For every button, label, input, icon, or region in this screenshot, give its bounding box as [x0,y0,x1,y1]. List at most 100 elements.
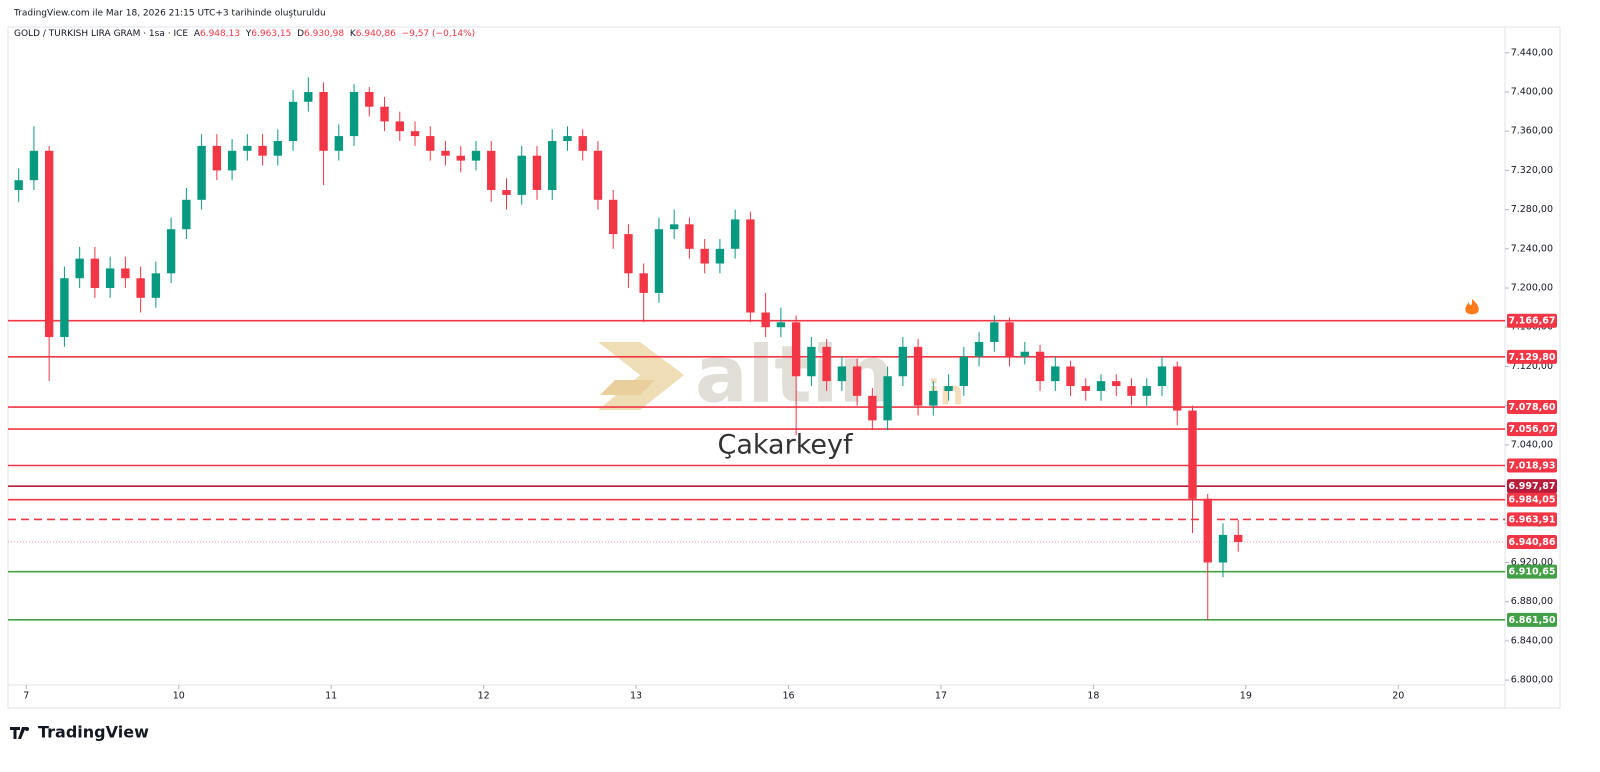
candle-body [624,234,633,274]
candle-body [822,346,831,382]
page-note: TradingView.com ile Mar 18, 2026 21:15 U… [13,9,326,19]
candle-body [959,356,969,387]
candle-body [1112,381,1121,387]
x-tick-label: 12 [478,691,490,702]
level-label: 6.963,91 [1509,514,1556,525]
level-label-box [1507,535,1557,550]
level-label-box [1507,422,1557,437]
candle-body [334,136,343,151]
candle-body [715,248,725,264]
candle-body [791,322,801,377]
x-tick-label: 18 [1087,691,1099,702]
watermark-caption: Çakarkeyf [718,430,854,461]
candle-body [456,155,465,161]
candles [14,77,1243,620]
candle-body [1142,386,1151,396]
y-tick-label: 6.920,00 [1511,557,1553,568]
candle-body [563,136,572,141]
candle-body [807,346,816,377]
close-label: K [349,29,356,39]
candle-body [60,278,69,338]
y-tick-label: 7.440,00 [1511,47,1553,58]
level-label-box [1507,400,1557,415]
candle-body [1218,534,1228,563]
footer-logo: TradingView [10,723,149,742]
candle-body [121,268,130,279]
x-tick-label: 11 [325,691,337,702]
y-tick-label: 7.280,00 [1511,204,1553,215]
candle-body [243,145,252,151]
candle-body [913,346,923,406]
level-label-box [1507,564,1557,579]
candle-body [532,155,542,191]
x-tick-label: 7 [23,691,29,702]
symbol-title: GOLD / TURKISH LIRA GRAM · 1sa · ICE [14,29,189,39]
y-tick-label: 7.040,00 [1511,439,1553,450]
level-label: 7.129,80 [1509,352,1556,363]
candle-body [990,322,999,342]
y-tick-label: 7.320,00 [1511,165,1553,176]
y-tick-label: 6.880,00 [1511,596,1553,607]
candle-body [395,121,404,132]
candle-body [288,101,298,141]
candle-body [1203,498,1212,563]
fire-icon [1465,299,1479,315]
low-label: D [297,29,305,39]
level-label-box [1507,612,1557,627]
candle-body [761,312,770,328]
fire-shape [1465,299,1479,315]
change-value: −9,57 (−0,14%) [401,29,476,39]
low-value: 6.930,98 [304,29,345,39]
candle-body [75,258,84,279]
candle-body [471,150,481,161]
candle-body [14,180,23,191]
level-label: 6.861,50 [1509,615,1556,626]
level-label: 6.940,86 [1509,537,1556,548]
candle-body [746,219,755,313]
candle-body [1066,366,1075,387]
candle-body [197,145,206,200]
candle-body [304,91,313,102]
candle-body [776,322,786,328]
candle-body [273,140,283,156]
high-value: 6.963,15 [251,29,292,39]
footer-logo-dot [25,727,29,731]
x-tick-label: 20 [1392,691,1404,702]
y-tick-label: 7.360,00 [1511,126,1553,137]
level-label-box [1507,512,1557,527]
candle-body [212,145,222,171]
level-label: 6.910,65 [1509,567,1556,578]
candle-body [974,341,984,357]
candle-body [105,268,115,289]
footer-logo-mark [10,727,26,739]
candle-body [182,199,191,230]
y-tick-label: 7.120,00 [1511,361,1553,372]
candle-body [426,136,435,151]
candle-body [609,199,618,235]
candle-body [548,140,557,191]
candle-body [1035,351,1045,382]
candle-body [730,219,740,249]
candle-body [365,91,374,107]
candle-body [1051,366,1060,382]
level-label-box [1507,458,1557,473]
level-label: 7.078,60 [1509,402,1556,413]
candle-body [1096,381,1106,391]
footer-brand: TradingView [38,723,149,742]
candle-body [944,386,953,391]
x-tick-label: 19 [1240,691,1252,702]
candle-body [319,91,328,151]
x-tick-label: 10 [173,691,185,702]
candle-body [410,131,420,137]
close-value: 6.940,86 [355,29,396,39]
level-label: 7.018,93 [1509,461,1556,472]
candle-body [227,150,237,171]
candle-body [136,278,145,298]
level-label: 7.056,07 [1509,424,1556,435]
candle-body [258,145,267,156]
candle-body [90,258,100,289]
candle-body [166,229,176,274]
